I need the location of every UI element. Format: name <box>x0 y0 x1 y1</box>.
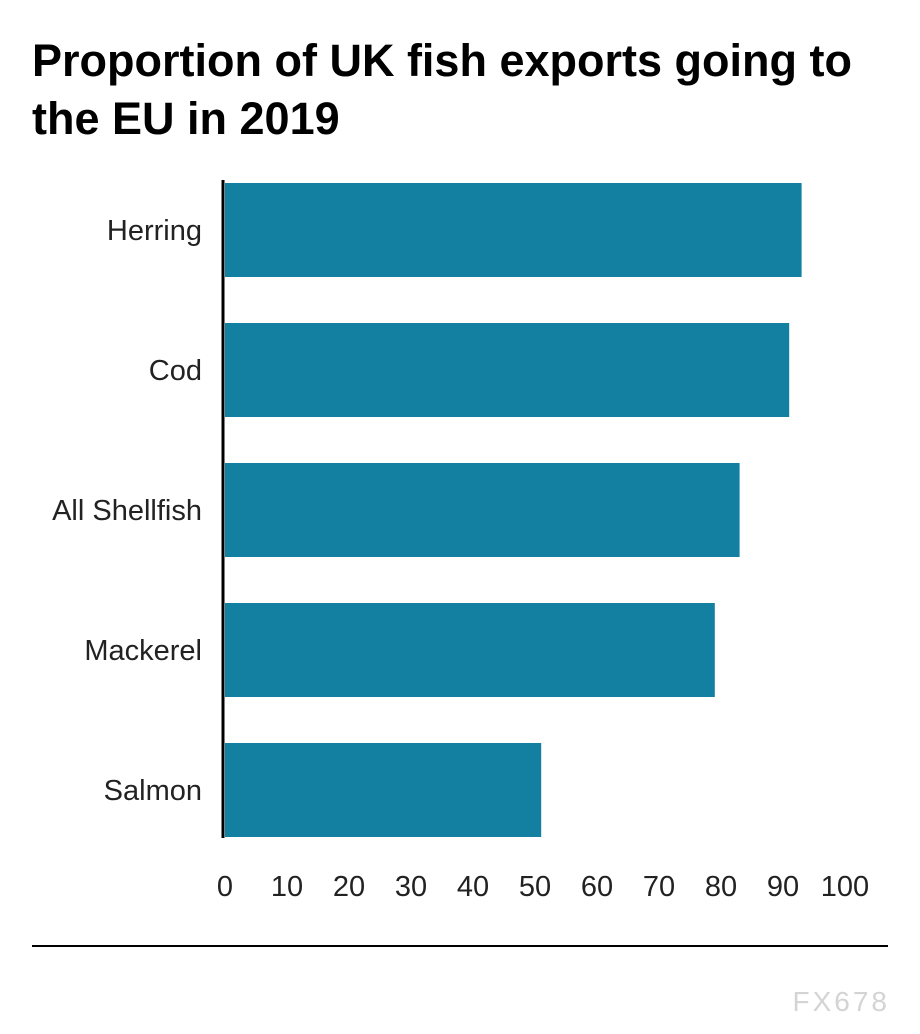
x-tick-label: 40 <box>457 871 489 903</box>
x-tick-label: 60 <box>581 871 613 903</box>
x-axis-ticks: 0 10 20 30 40 50 60 70 80 90 100 <box>217 871 869 903</box>
bar-salmon <box>225 743 542 837</box>
x-tick-label: 20 <box>333 871 365 903</box>
x-tick-label: 50 <box>519 871 551 903</box>
category-label: Salmon <box>104 775 202 807</box>
x-tick-label: 30 <box>395 871 427 903</box>
bar-mackerel <box>225 603 715 697</box>
x-tick-label: 10 <box>271 871 303 903</box>
x-tick-label: 70 <box>643 871 675 903</box>
category-labels: Herring Cod All Shellfish Mackerel Salmon <box>52 215 202 807</box>
watermark-logo: FX678 <box>792 986 890 1017</box>
x-tick-label: 90 <box>767 871 799 903</box>
category-label: Herring <box>107 215 202 247</box>
category-label: Cod <box>149 355 202 387</box>
category-label: Mackerel <box>84 635 202 667</box>
category-label: All Shellfish <box>52 495 202 527</box>
bars-group <box>225 183 802 837</box>
bar-herring <box>225 183 802 277</box>
chart-title: Proportion of UK fish exports going to t… <box>32 35 852 144</box>
x-tick-label: 80 <box>705 871 737 903</box>
x-tick-label: 0 <box>217 871 233 903</box>
x-tick-label: 100 <box>821 871 869 903</box>
bar-cod <box>225 323 790 417</box>
bar-all-shellfish <box>225 463 740 557</box>
